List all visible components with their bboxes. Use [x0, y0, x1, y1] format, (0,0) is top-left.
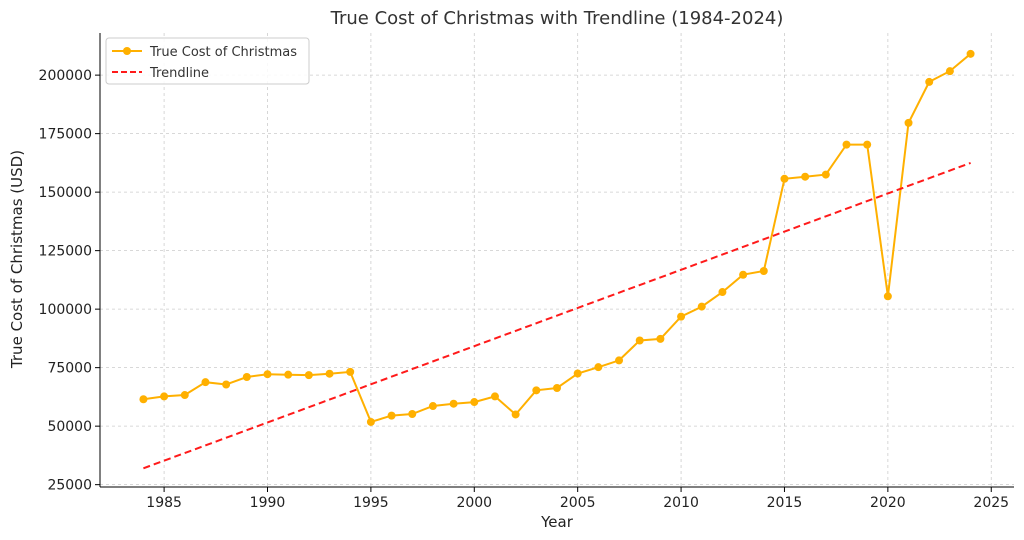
legend-label: Trendline [149, 66, 209, 81]
data-point [573, 369, 582, 378]
data-point [325, 369, 334, 378]
data-point [304, 371, 313, 380]
y-tick-label: 150000 [39, 185, 92, 201]
chart-title: True Cost of Christmas with Trendline (1… [330, 8, 784, 29]
data-point [408, 409, 417, 418]
data-point [801, 172, 810, 181]
data-point [635, 336, 644, 345]
y-tick-label: 75000 [47, 361, 92, 377]
y-axis-label: True Cost of Christmas (USD) [8, 150, 26, 369]
grid [100, 33, 1014, 487]
x-axis-label: Year [540, 513, 574, 531]
data-point [284, 370, 293, 379]
y-tick-label: 125000 [39, 244, 92, 260]
data-point [883, 292, 892, 301]
data-point [697, 302, 706, 311]
series-layer [139, 49, 975, 470]
axes [99, 33, 1014, 488]
y-tick-label: 175000 [39, 127, 92, 143]
data-point [366, 417, 375, 426]
y-tick-label: 50000 [47, 419, 92, 435]
data-point [490, 392, 499, 401]
data-point [449, 399, 458, 408]
legend-box [105, 37, 310, 85]
legend-marker [123, 47, 131, 55]
y-tick-label: 25000 [47, 478, 92, 494]
x-tick-label: 1995 [353, 495, 389, 511]
x-tick-label: 2015 [767, 495, 803, 511]
y-axis-ticks: 25000 50000 75000 100000 125000 150000 175000 2… [39, 68, 100, 494]
series-trendline [143, 161, 971, 470]
x-axis-ticks: 1985 1990 1995 2000 2005 2010 2015 2020 2025 [146, 487, 1009, 511]
data-point [594, 363, 603, 372]
x-tick-label: 2000 [456, 495, 492, 511]
x-tick-label: 2010 [663, 495, 699, 511]
data-point [780, 174, 789, 183]
data-point [904, 118, 913, 127]
x-tick-label: 2020 [870, 495, 906, 511]
data-point [759, 266, 768, 275]
data-point [222, 380, 231, 389]
data-point [718, 288, 727, 297]
data-point [656, 334, 665, 343]
legend-item: True Cost of Christmas [112, 45, 297, 60]
data-point [615, 356, 624, 365]
data-point [925, 77, 934, 86]
data-point [201, 378, 210, 387]
data-point [842, 140, 851, 149]
y-tick-label: 100000 [39, 302, 92, 318]
data-point [739, 270, 748, 279]
data-point [532, 386, 541, 395]
data-point [428, 402, 437, 411]
data-point [387, 411, 396, 420]
data-point [863, 140, 872, 149]
legend-label: True Cost of Christmas [149, 45, 297, 60]
y-tick-label: 200000 [39, 68, 92, 84]
trendline [143, 161, 971, 470]
data-point [553, 384, 561, 393]
data-point [966, 49, 975, 58]
x-tick-label: 2005 [560, 495, 596, 511]
series-true-cost-of-christmas [139, 49, 975, 426]
x-tick-label: 1985 [146, 495, 182, 511]
legend: True Cost of Christmas Trendline [105, 37, 310, 85]
x-tick-label: 2025 [973, 495, 1009, 511]
data-point [139, 395, 148, 404]
data-point [470, 398, 479, 407]
data-point [346, 367, 355, 376]
data-point [511, 410, 520, 419]
legend-item: Trendline [112, 66, 209, 81]
data-point [263, 370, 272, 379]
data-point [945, 67, 954, 76]
data-point [242, 373, 251, 382]
data-point [160, 392, 169, 401]
x-tick-label: 1990 [250, 495, 286, 511]
data-point [180, 391, 189, 400]
data-point [821, 170, 830, 179]
data-point [677, 312, 686, 321]
